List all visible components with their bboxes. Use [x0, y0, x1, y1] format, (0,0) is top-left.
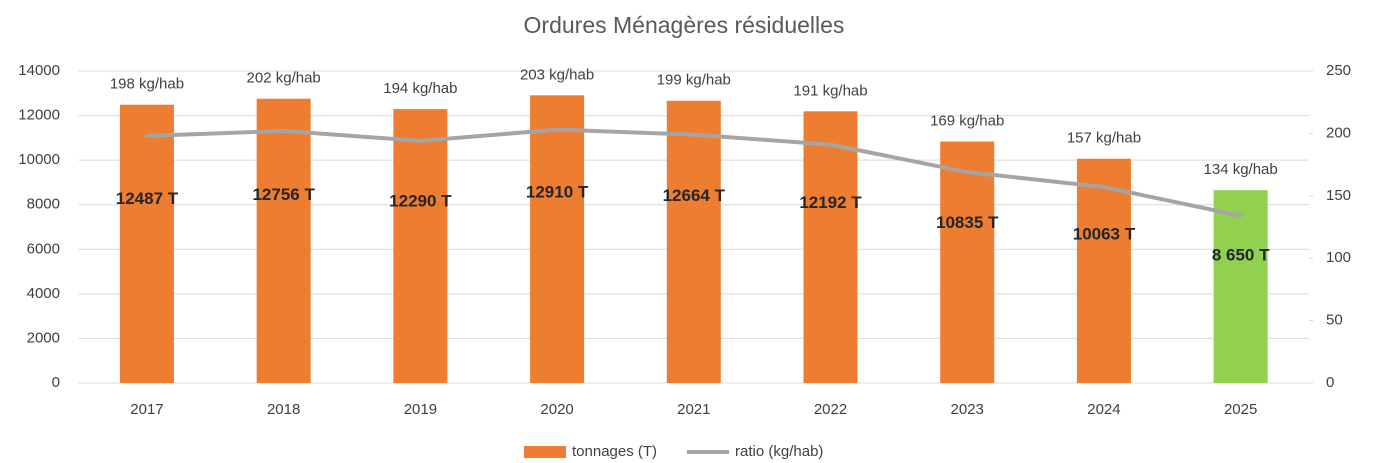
y2-tick-label: 50: [1326, 312, 1343, 329]
x-tick-label: 2020: [540, 401, 573, 418]
line-value-label: 202 kg/hab: [247, 70, 321, 87]
bar: [1213, 190, 1268, 383]
line-value-label: 157 kg/hab: [1067, 130, 1141, 147]
y2-tick-label: 250: [1326, 62, 1351, 79]
bar: [530, 95, 585, 383]
x-tick-label: 2019: [404, 401, 437, 418]
y2-tick-label: 0: [1326, 374, 1334, 391]
bar-value-label: 12487 T: [116, 189, 179, 208]
bar: [803, 111, 858, 383]
line-value-label: 203 kg/hab: [520, 66, 594, 83]
bar-value-label: 8 650 T: [1212, 245, 1270, 264]
line-value-label: 199 kg/hab: [657, 72, 731, 89]
bar: [1076, 158, 1131, 383]
x-tick-label: 2021: [677, 401, 710, 418]
legend-label: tonnages (T): [572, 443, 657, 460]
bar: [256, 98, 311, 384]
y-tick-label: 14000: [18, 62, 60, 79]
legend-label: ratio (kg/hab): [735, 443, 823, 460]
line-value-label: 191 kg/hab: [793, 82, 867, 99]
bar-value-label: 12664 T: [663, 186, 726, 205]
line-value-label: 134 kg/hab: [1204, 161, 1278, 178]
line-value-label: 198 kg/hab: [110, 76, 184, 93]
x-tick-label: 2022: [814, 401, 847, 418]
line-value-label: 194 kg/hab: [383, 80, 457, 97]
y2-tick-label: 150: [1326, 187, 1351, 204]
bar-value-label: 12910 T: [526, 183, 589, 202]
line: [144, 127, 1243, 218]
y-tick-label: 4000: [27, 285, 60, 302]
bar-value-label: 12290 T: [389, 192, 452, 211]
x-tick-label: 2024: [1087, 401, 1120, 418]
chart-title: Ordures Ménagères résiduelles: [524, 12, 845, 38]
y-tick-label: 8000: [27, 196, 60, 213]
bar: [119, 104, 174, 383]
bar-value-label: 12756 T: [252, 185, 315, 204]
x-tick-label: 2017: [130, 401, 163, 418]
bar-value-label: 12192 T: [799, 193, 862, 212]
bar: [393, 109, 448, 383]
legend-swatch: [524, 446, 566, 458]
bar: [940, 141, 995, 383]
y-tick-label: 10000: [18, 151, 60, 168]
x-tick-label: 2018: [267, 401, 300, 418]
y2-tick-label: 100: [1326, 249, 1351, 266]
y-tick-label: 2000: [27, 329, 60, 346]
line-value-label: 169 kg/hab: [930, 113, 1004, 130]
bar-value-label: 10063 T: [1073, 224, 1136, 243]
y2-tick-label: 200: [1326, 124, 1351, 141]
y-tick-label: 12000: [18, 107, 60, 124]
bar-value-label: 10835 T: [936, 213, 999, 232]
y-tick-label: 0: [52, 374, 60, 391]
bar: [666, 100, 721, 383]
x-tick-label: 2023: [951, 401, 984, 418]
x-tick-label: 2025: [1224, 401, 1257, 418]
y-tick-label: 6000: [27, 240, 60, 257]
